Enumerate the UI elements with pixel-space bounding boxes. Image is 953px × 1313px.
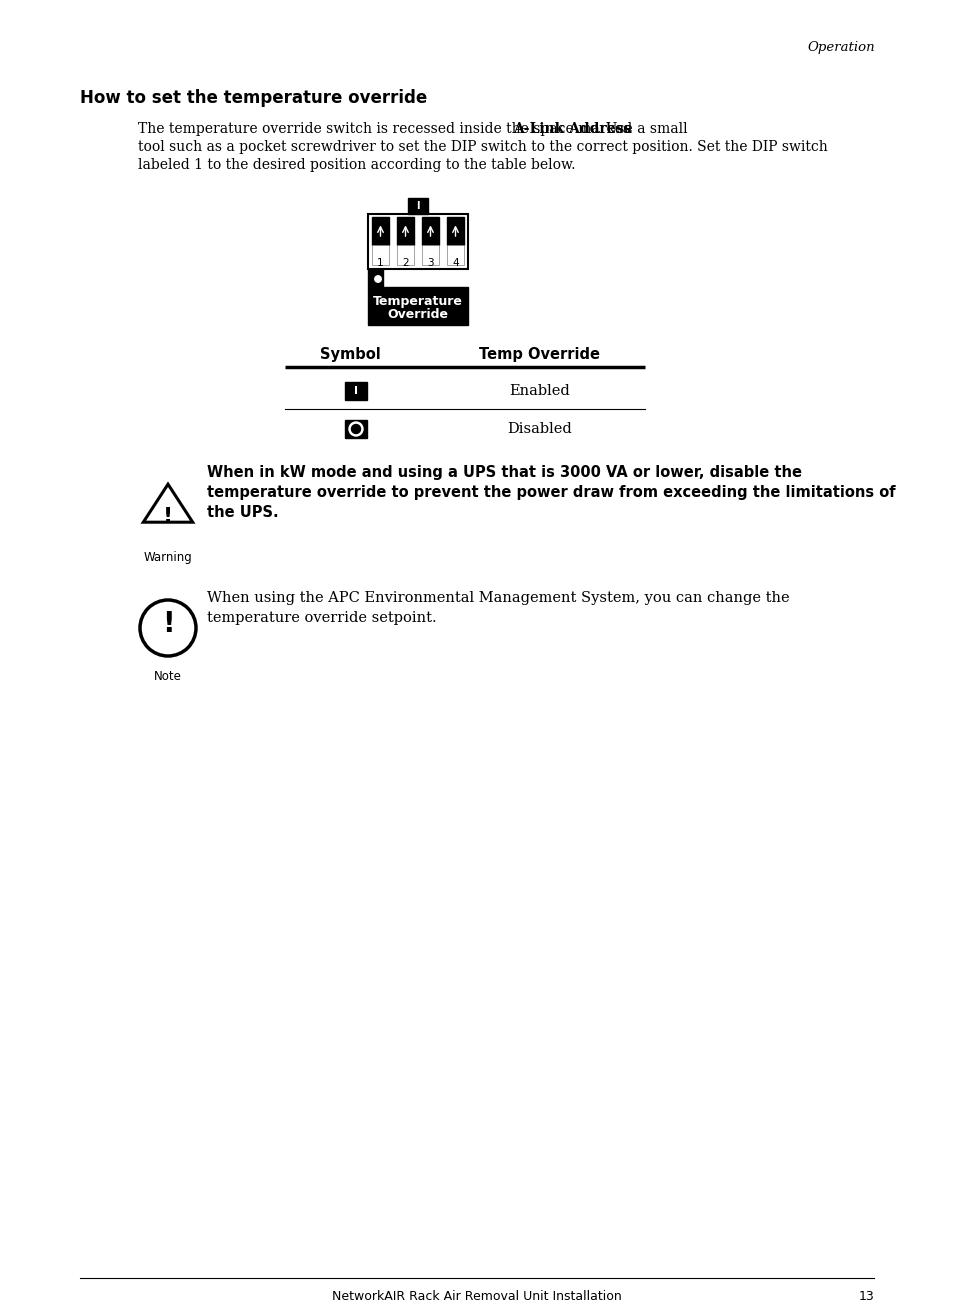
Bar: [368, 288, 468, 326]
Bar: [408, 198, 428, 214]
Text: The temperature override switch is recessed inside the space marked: The temperature override switch is reces…: [138, 122, 636, 137]
Text: Override: Override: [387, 309, 448, 322]
Text: NetworkAIR Rack Air Removal Unit Installation: NetworkAIR Rack Air Removal Unit Install…: [332, 1289, 621, 1302]
Text: Temp Override: Temp Override: [479, 348, 599, 362]
Text: 1: 1: [376, 257, 383, 268]
Text: !: !: [161, 611, 174, 638]
Text: 13: 13: [858, 1289, 873, 1302]
Bar: [368, 269, 382, 288]
Text: When using the APC Environmental Management System, you can change the: When using the APC Environmental Managem…: [207, 591, 789, 605]
Text: I: I: [354, 386, 357, 397]
Bar: [396, 244, 414, 265]
Bar: [447, 217, 463, 244]
Text: Disabled: Disabled: [507, 421, 572, 436]
Circle shape: [373, 274, 382, 284]
Text: Warning: Warning: [144, 550, 193, 563]
Text: !: !: [163, 507, 172, 527]
Text: temperature override to prevent the power draw from exceeding the limitations of: temperature override to prevent the powe…: [207, 484, 895, 500]
Text: Operation: Operation: [806, 42, 874, 55]
Bar: [421, 244, 438, 265]
Text: When in kW mode and using a UPS that is 3000 VA or lower, disable the: When in kW mode and using a UPS that is …: [207, 465, 801, 481]
Text: How to set the temperature override: How to set the temperature override: [80, 89, 427, 106]
Text: 4: 4: [452, 257, 458, 268]
Bar: [368, 214, 468, 269]
Bar: [421, 217, 438, 244]
Bar: [447, 244, 463, 265]
Text: tool such as a pocket screwdriver to set the DIP switch to the correct position.: tool such as a pocket screwdriver to set…: [138, 140, 827, 154]
Bar: [345, 382, 367, 400]
Text: labeled 1 to the desired position according to the table below.: labeled 1 to the desired position accord…: [138, 158, 575, 172]
Text: Symbol: Symbol: [319, 348, 380, 362]
Bar: [396, 217, 414, 244]
Text: Enabled: Enabled: [509, 383, 570, 398]
Circle shape: [351, 424, 360, 433]
Text: the UPS.: the UPS.: [207, 506, 278, 520]
Text: A-Link Address: A-Link Address: [513, 122, 631, 137]
Circle shape: [349, 421, 363, 436]
Bar: [372, 217, 389, 244]
Bar: [345, 420, 367, 439]
Text: . Use a small: . Use a small: [596, 122, 686, 137]
Text: Temperature: Temperature: [373, 294, 462, 307]
Text: I: I: [416, 201, 419, 211]
Bar: [372, 244, 389, 265]
Text: 3: 3: [427, 257, 434, 268]
Text: Note: Note: [153, 670, 182, 683]
Text: 2: 2: [402, 257, 409, 268]
Text: temperature override setpoint.: temperature override setpoint.: [207, 611, 436, 625]
